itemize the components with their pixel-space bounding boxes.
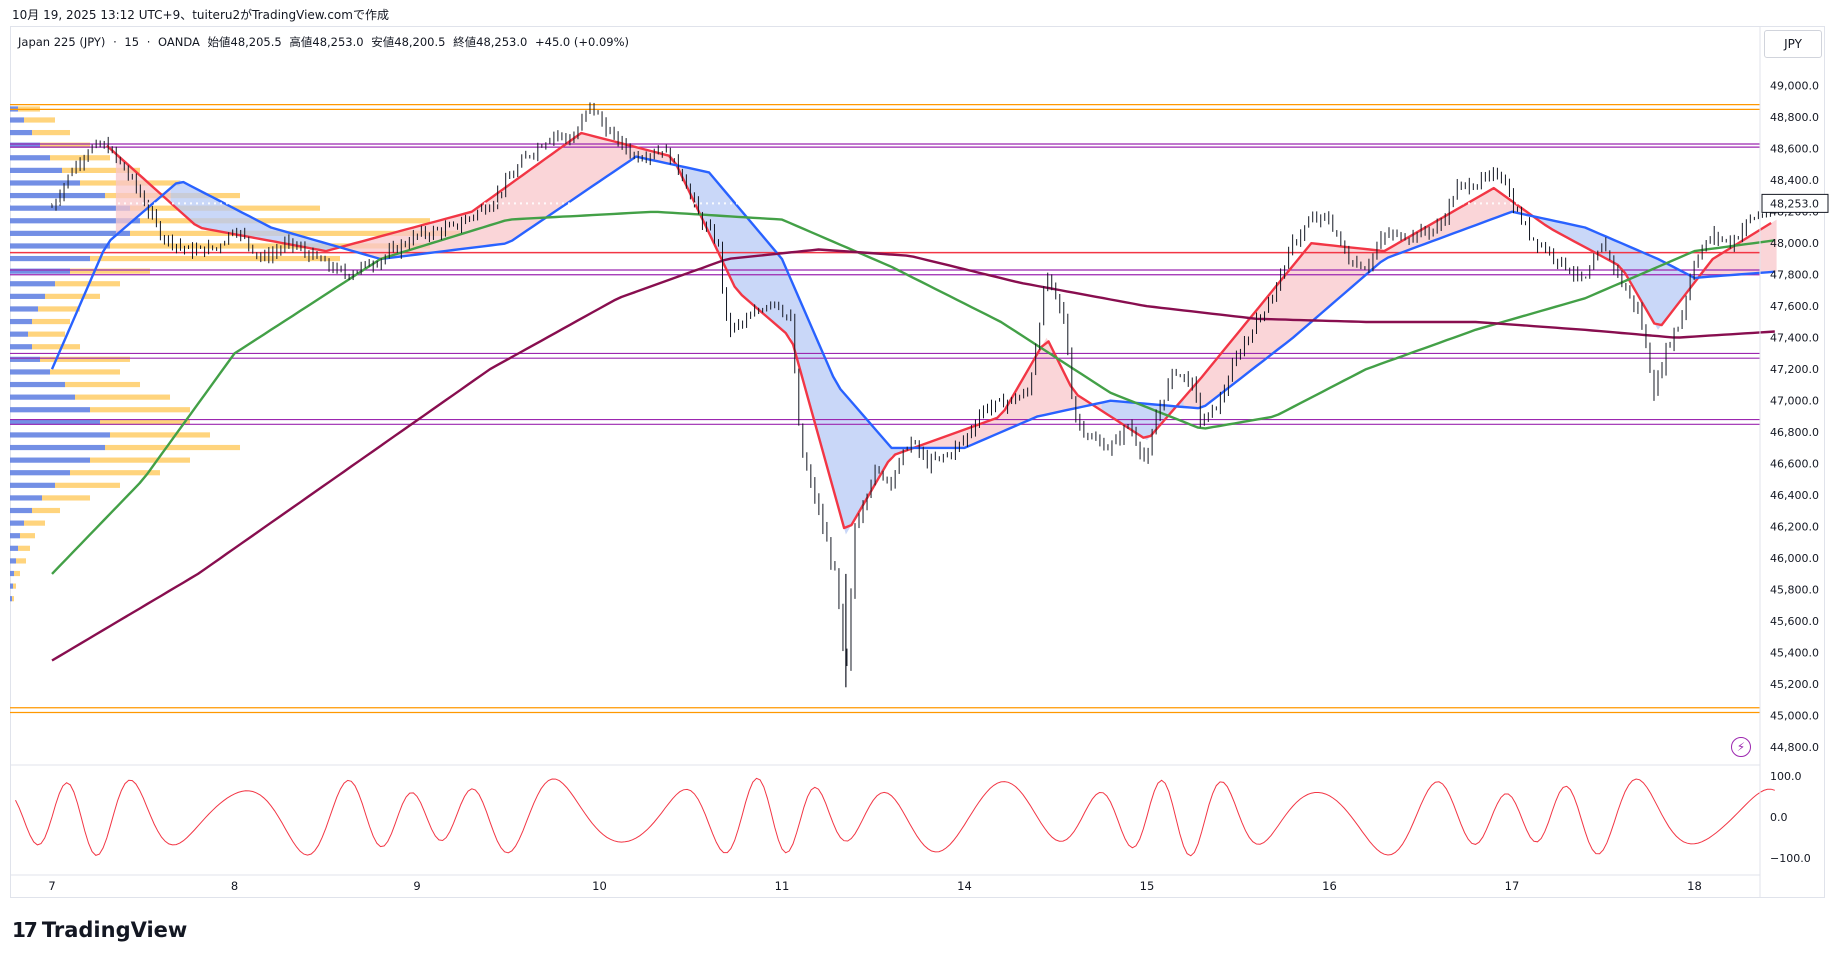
legend-close: 終値48,253.0 [453,35,528,49]
brand-logo[interactable]: 17 TradingView [12,918,187,942]
legend-interval[interactable]: 15 [124,35,140,49]
legend-sep: · [113,35,117,49]
legend-open: 始値48,205.5 [207,35,282,49]
legend-low: 安値48,200.5 [371,35,446,49]
legend-sep: · [146,35,151,49]
legend-high: 高値48,253.0 [289,35,364,49]
brand-name: TradingView [41,918,188,942]
lightning-icon[interactable]: ⚡ [1731,737,1751,757]
tradingview-logo-icon: 17 [12,918,38,942]
symbol-legend[interactable]: Japan 225 (JPY) · 15 · OANDA 始値48,205.5 … [18,34,633,50]
currency-selector[interactable]: JPY [1764,30,1822,58]
legend-symbol[interactable]: Japan 225 (JPY) [18,35,106,49]
top-caption: 10月 19, 2025 13:12 UTC+9、tuiteru2がTradin… [12,8,389,22]
legend-broker: OANDA [158,35,200,49]
chart-frame [10,26,1825,898]
legend-change: +45.0 (+0.09%) [535,35,630,49]
